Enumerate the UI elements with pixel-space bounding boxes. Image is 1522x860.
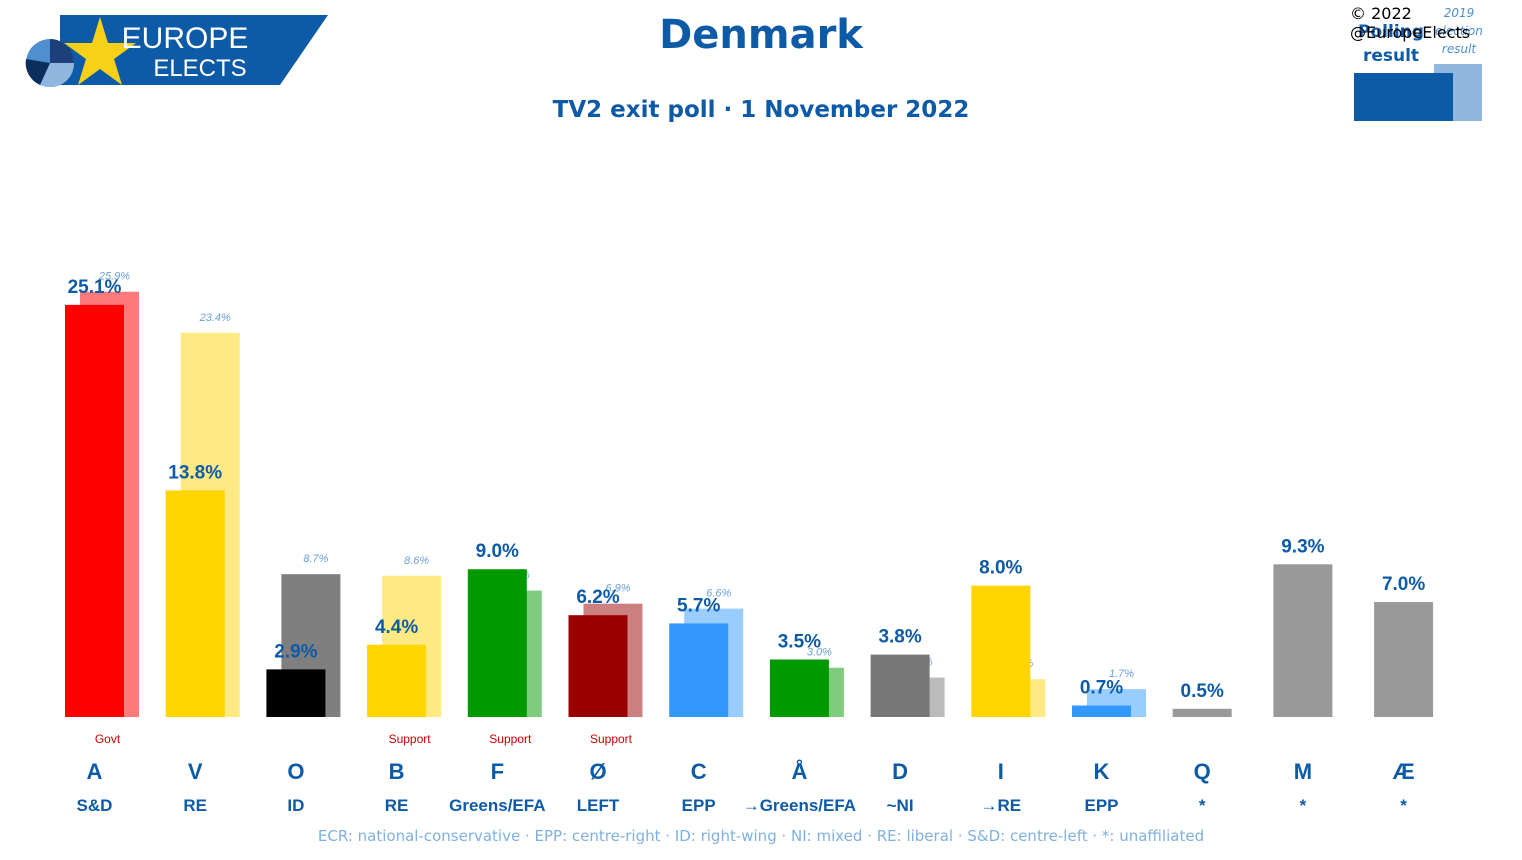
value-label-M: 9.3% xyxy=(1281,536,1324,557)
value-label-O: 2.9% xyxy=(274,641,317,662)
value-label-K: 0.7% xyxy=(1080,678,1123,699)
party-group-O: ID xyxy=(287,796,304,815)
party-code-A: A xyxy=(87,759,103,784)
bar-F xyxy=(467,569,527,717)
chart-title: Denmark xyxy=(659,12,863,58)
party-group-K: EPP xyxy=(1084,796,1118,815)
bar-Æ xyxy=(1374,602,1434,717)
party-group-Ø: LEFT xyxy=(577,796,620,815)
party-group-I: →RE xyxy=(980,796,1021,815)
bar-M xyxy=(1273,564,1333,717)
party-code-Q: Q xyxy=(1194,759,1211,784)
legend-current-swatch xyxy=(1354,73,1453,121)
europe-elects-logo: EUROPE ELECTS xyxy=(20,15,335,87)
status-label-Ø: Support xyxy=(590,732,633,746)
party-code-Æ: Æ xyxy=(1393,759,1415,784)
footnote: ECR: national-conservative · EPP: centre… xyxy=(317,827,1205,845)
value-label-Æ: 7.0% xyxy=(1382,574,1425,595)
value-label-A: 25.1% xyxy=(68,277,122,298)
copyright: © 2022 @EuropeElects xyxy=(1350,4,1471,42)
bar-B xyxy=(367,644,427,717)
bar-I xyxy=(971,585,1031,717)
party-group-C: EPP xyxy=(682,796,716,815)
prev-label-O: 8.7% xyxy=(303,553,328,565)
value-label-V: 13.8% xyxy=(168,462,222,483)
value-label-I: 8.0% xyxy=(979,558,1022,579)
party-group-Å: →Greens/EFA xyxy=(743,796,856,815)
value-label-B: 4.4% xyxy=(375,617,418,638)
value-label-Q: 0.5% xyxy=(1181,681,1224,702)
value-label-F: 9.0% xyxy=(476,541,519,562)
party-code-B: B xyxy=(389,759,405,784)
bar-Å xyxy=(769,659,829,717)
party-code-O: O xyxy=(287,759,304,784)
prev-label-Ø: 6.9% xyxy=(605,583,630,595)
value-label-D: 3.8% xyxy=(878,627,921,648)
status-label-A: Govt xyxy=(95,732,121,746)
party-group-D: ~NI xyxy=(887,796,914,815)
party-code-K: K xyxy=(1094,759,1110,784)
prev-label-B: 8.6% xyxy=(404,555,429,567)
party-group-A: S&D xyxy=(77,796,113,815)
value-label-Ø: 6.2% xyxy=(576,587,619,608)
value-label-Å: 3.5% xyxy=(778,632,821,653)
status-label-F: Support xyxy=(489,732,532,746)
party-group-M: * xyxy=(1300,796,1307,815)
bar-V xyxy=(165,490,225,717)
party-code-I: I xyxy=(998,759,1004,784)
party-code-D: D xyxy=(892,759,908,784)
status-label-B: Support xyxy=(389,732,432,746)
party-group-Æ: * xyxy=(1400,796,1407,815)
chart-subtitle: TV2 exit poll · 1 November 2022 xyxy=(552,97,970,123)
party-code-Ø: Ø xyxy=(589,759,606,784)
value-label-C: 5.7% xyxy=(677,595,720,616)
prev-label-C: 6.6% xyxy=(706,588,731,600)
bar-Q xyxy=(1172,708,1232,717)
bar-C xyxy=(669,623,729,717)
bar-K xyxy=(1072,705,1131,717)
legend-current-label: Polling result xyxy=(1358,22,1424,66)
prev-label-V: 23.4% xyxy=(199,312,231,324)
bar-A xyxy=(65,304,124,717)
brand-line1: EUROPE xyxy=(122,22,249,55)
bar-D xyxy=(870,654,930,717)
prev-label-K: 1.7% xyxy=(1109,668,1134,680)
party-code-M: M xyxy=(1294,759,1312,784)
party-code-C: C xyxy=(691,759,707,784)
party-code-Å: Å xyxy=(791,758,807,784)
bar-Ø xyxy=(568,615,628,717)
party-group-F: Greens/EFA xyxy=(449,796,545,815)
prev-label-A: 25.9% xyxy=(98,271,130,283)
party-group-Q: * xyxy=(1199,796,1206,815)
party-group-V: RE xyxy=(183,796,207,815)
prev-label-Å: 3.0% xyxy=(807,647,832,659)
brand-line2: ELECTS xyxy=(153,55,246,82)
bar-O xyxy=(266,669,326,717)
party-code-V: V xyxy=(188,759,203,784)
party-code-F: F xyxy=(491,759,504,784)
legend-previous-label: 2019 election result xyxy=(1435,6,1483,56)
party-group-B: RE xyxy=(385,796,409,815)
legend: Polling result 2019 election result xyxy=(1350,4,1522,129)
